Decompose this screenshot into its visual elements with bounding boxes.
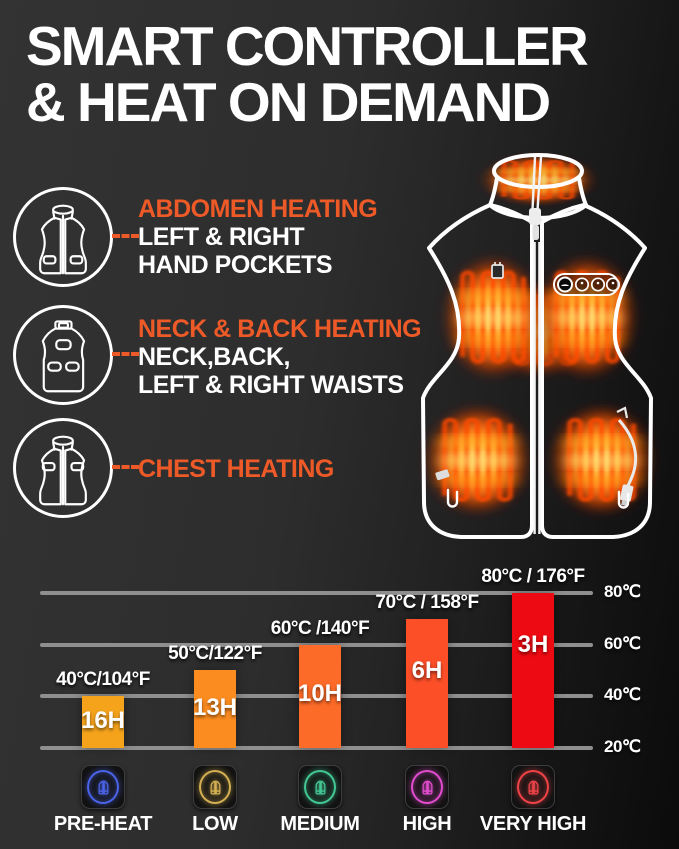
level-badge-low [193, 765, 237, 809]
feature-text-neck-back-1: NECK,BACK, [138, 343, 290, 371]
level-ring [87, 770, 119, 804]
page-title-line2: & HEAT ON DEMAND [26, 71, 551, 133]
feature-text-abdomen-2: HAND POCKETS [138, 251, 333, 279]
temp-label-medium: 60°C /140°F [270, 618, 370, 639]
gridline-20- [40, 746, 593, 750]
vest-level-icon [311, 778, 330, 797]
level-ring [517, 770, 549, 804]
neck-back-heating-icon [13, 305, 113, 405]
left-waist-heating-pad [427, 406, 529, 514]
bar-medium [299, 645, 341, 748]
level-label-very-high: VERY HIGH [479, 813, 587, 835]
wire-loops [435, 469, 630, 509]
connector-dash-1 [112, 234, 139, 238]
vest-level-icon [524, 778, 543, 797]
level-ring [411, 770, 443, 804]
chest-heating-icon [13, 418, 113, 518]
level-ring [199, 770, 231, 804]
y-axis-tick-40-: 40℃ [604, 685, 641, 704]
level-label-low: LOW [192, 813, 238, 835]
abdomen-heating-icon [13, 187, 113, 287]
duration-label-low: 13H [192, 694, 238, 721]
bar-very-high [512, 593, 554, 748]
level-badge-pre-heat [81, 765, 125, 809]
level-label-high: HIGH [402, 813, 452, 835]
level-badge-high [405, 765, 449, 809]
bar-low [194, 670, 236, 748]
temp-label-low: 50°C/122°F [168, 643, 262, 664]
page-title: SMART CONTROLLER & HEAT ON DEMAND [26, 15, 589, 133]
vest-level-icon [206, 778, 225, 797]
duration-label-high: 6H [411, 657, 443, 684]
temperature-chart: 80℃ 60℃ 40℃ 20℃ 40°C/104°F 16H PRE-HEAT 50°C/12… [0, 555, 679, 849]
y-axis-tick-20-: 20℃ [604, 737, 641, 756]
temp-label-high: 70°C / 158°F [375, 592, 479, 613]
duration-label-pre-heat: 16H [80, 707, 126, 734]
vest-back-pads-icon [41, 320, 86, 393]
power-cable [616, 406, 638, 507]
feature-heading-chest: CHEST HEATING [138, 455, 334, 483]
vest-level-icon [94, 778, 113, 797]
level-label-medium: MEDIUM [280, 813, 360, 835]
level-label-pre-heat: PRE-HEAT [53, 813, 153, 835]
connector-dash-2 [112, 352, 139, 356]
gridline-80- [40, 591, 593, 595]
feature-text-abdomen-1: LEFT & RIGHT [138, 223, 305, 251]
level-ring [304, 770, 336, 804]
heated-vest-illustration [421, 150, 679, 539]
usb-connector-icon [491, 262, 504, 279]
page-title-line1: SMART CONTROLLER [26, 15, 589, 77]
temp-label-pre-heat: 40°C/104°F [56, 669, 150, 690]
y-axis-tick-60-: 60℃ [604, 634, 641, 653]
zipper [529, 156, 543, 534]
feature-text-neck-back-2: LEFT & RIGHT WAISTS [138, 371, 404, 399]
y-axis-tick-80-: 80℃ [604, 582, 641, 601]
level-badge-very-high [511, 765, 555, 809]
connector-dash-3 [112, 465, 139, 469]
duration-label-medium: 10H [297, 680, 343, 707]
vest-front-hand-pockets-icon [39, 204, 87, 275]
level-badge-medium [298, 765, 342, 809]
temp-label-very-high: 80°C / 176°F [481, 566, 585, 587]
bar-high [406, 619, 448, 748]
vest-level-icon [418, 778, 437, 797]
feature-heading-abdomen: ABDOMEN HEATING [138, 195, 378, 223]
vest-front-chest-pockets-icon [39, 435, 87, 506]
duration-label-very-high: 3H [517, 631, 549, 658]
bar-pre-heat [82, 696, 124, 748]
controller-panel [553, 273, 621, 296]
feature-heading-neck-back: NECK & BACK HEATING [138, 315, 422, 343]
